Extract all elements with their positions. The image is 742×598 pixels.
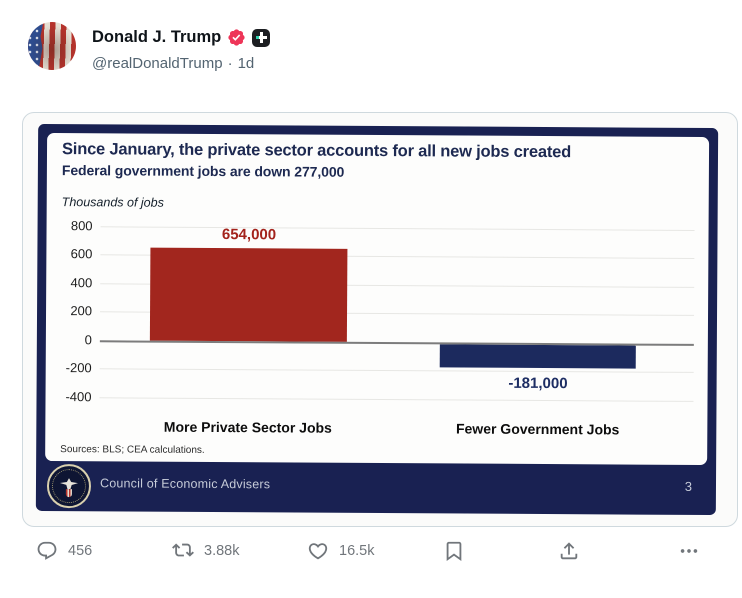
repost-icon[interactable] [172,540,194,562]
reply-count: 456 [68,543,93,559]
y-axis-tick-label: 200 [70,303,93,319]
like-button[interactable]: 16.5k [307,540,374,562]
avatar[interactable] [28,22,76,70]
media-image[interactable]: Since January, the private sector accoun… [22,112,738,527]
footer-organization: Council of Economic Advisers [99,476,271,492]
repost-count: 3.88k [204,543,240,559]
actions-bar: 456 3.88k 16.5k [0,540,742,576]
post-time[interactable]: 1d [237,55,255,72]
category-label-fewer-government-jobs: Fewer Government Jobs [455,420,620,438]
y-axis-tick-label: 0 [84,331,92,348]
share-button[interactable] [558,540,580,562]
gridline [100,226,695,231]
zero-line [99,340,694,346]
bar-value-label: 654,000 [221,225,277,244]
bookmark-icon[interactable] [443,540,465,562]
avatar-flag-blue-field [28,22,44,70]
bar-fewer-government-jobs [440,344,637,370]
slide-content: Since January, the private sector accoun… [45,132,710,466]
like-icon[interactable] [307,540,329,562]
bookmark-button[interactable] [443,540,465,562]
verified-badge-icon [228,29,245,46]
meta-separator: · [227,55,233,72]
slide-footer: Council of Economic Advisers 3 [36,461,716,515]
y-axis-tick-label: -400 [65,388,92,404]
y-axis-tick-label: 400 [70,275,93,291]
chart-plot: 654,000 More Private Sector Jobs -181,000 F… [99,225,695,437]
more-button[interactable] [678,540,700,562]
repost-button[interactable]: 3.88k [172,540,239,562]
avatar-face-shading [28,22,76,70]
y-axis-tick-label: 600 [70,246,93,262]
gridline [99,396,694,402]
y-axis-tick-label: 800 [70,218,93,234]
more-icon[interactable] [678,540,700,562]
cea-seal-icon [46,463,92,509]
author-name[interactable]: Donald J. Trump [92,28,222,46]
author-handle[interactable]: @realDonaldTrump [92,55,223,72]
reply-button[interactable]: 456 [36,540,92,562]
share-icon[interactable] [558,540,580,562]
truth-social-badge-icon [252,28,271,47]
slide-subtitle: Federal government jobs are down 277,000 [61,162,345,180]
bar-value-label: -181,000 [508,375,568,393]
bar-more-private-sector-jobs [150,247,347,342]
sources-note: Sources: BLS; CEA calculations. [60,444,205,456]
author-row: Donald J. Trump [92,28,271,47]
gridline [99,368,694,374]
author-meta: @realDonaldTrump · 1d [92,55,254,72]
like-count: 16.5k [339,543,375,559]
slide: Since January, the private sector accoun… [35,123,719,516]
y-axis-tick-label: -200 [65,360,92,376]
y-axis-ticks: 800 600 400 200 0 -200 -400 [47,218,93,408]
bar-chart: 800 600 400 200 0 -200 -400 654,000 More Privat… [47,218,695,437]
chart-axis-title: Thousands of jobs [61,195,164,210]
slide-title: Since January, the private sector accoun… [61,140,572,162]
category-label-more-private-sector-jobs: More Private Sector Jobs [163,418,332,436]
reply-icon[interactable] [36,540,58,562]
slide-page-number: 3 [684,478,693,494]
